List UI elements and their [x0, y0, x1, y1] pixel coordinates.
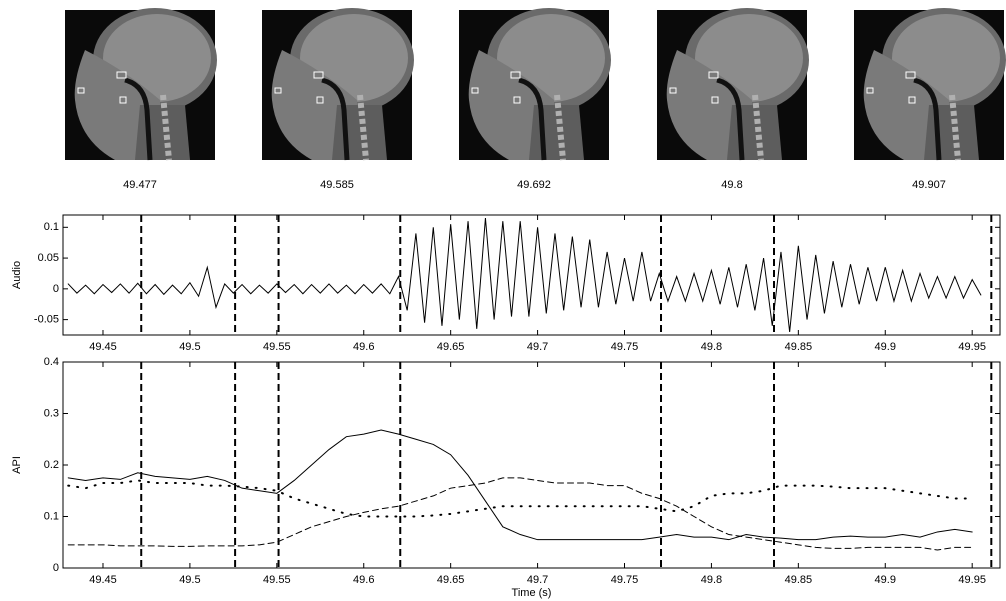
y-tick-label: 0.1: [44, 221, 59, 233]
plot-frame: [63, 215, 1000, 335]
x-tick-label: 49.8: [701, 341, 722, 353]
x-tick-label: 49.45: [89, 341, 117, 353]
x-tick-label: 49.45: [89, 574, 117, 586]
y-tick-label: 0.05: [38, 252, 59, 264]
y-tick-label: 0.3: [44, 407, 59, 419]
x-tick-label: 49.8: [701, 574, 722, 586]
y-axis-label: Audio: [11, 261, 23, 289]
x-tick-label: 49.65: [437, 341, 465, 353]
mri-frame: [459, 8, 611, 160]
frame-time: 49.692: [517, 179, 551, 191]
mri-frame: [854, 8, 1006, 160]
x-tick-label: 49.55: [263, 341, 291, 353]
x-tick-label: 49.7: [527, 341, 548, 353]
x-tick-label: 49.85: [785, 574, 813, 586]
x-tick-label: 49.5: [179, 341, 200, 353]
y-tick-label: 0.1: [44, 510, 59, 522]
y-tick-label: 0: [53, 283, 59, 295]
x-tick-label: 49.95: [958, 574, 986, 586]
x-tick-label: 49.6: [353, 341, 374, 353]
y-tick-label: 0: [53, 562, 59, 574]
series-line: [68, 430, 972, 540]
frame-time: 49.8: [721, 179, 742, 191]
x-tick-label: 49.7: [527, 574, 548, 586]
series-line: [68, 480, 972, 516]
frame-time: 49.907: [912, 179, 946, 191]
series-line: [68, 218, 981, 332]
x-axis-label: Time (s): [512, 587, 552, 599]
x-tick-label: 49.65: [437, 574, 465, 586]
x-tick-label: 49.6: [353, 574, 374, 586]
y-tick-label: 0.4: [44, 356, 59, 368]
x-tick-label: 49.85: [785, 341, 813, 353]
y-axis-label: API: [11, 456, 23, 474]
x-tick-label: 49.95: [958, 341, 986, 353]
mri-frame: [262, 8, 414, 160]
y-tick-label: -0.05: [34, 314, 59, 326]
x-tick-label: 49.9: [875, 574, 896, 586]
x-tick-label: 49.75: [611, 341, 639, 353]
x-tick-label: 49.5: [179, 574, 200, 586]
y-tick-label: 0.2: [44, 459, 59, 471]
mri-frame: [657, 8, 809, 160]
frame-time: 49.585: [320, 179, 354, 191]
x-tick-label: 49.9: [875, 341, 896, 353]
series-line: [68, 478, 972, 550]
x-tick-label: 49.55: [263, 574, 291, 586]
x-tick-label: 49.75: [611, 574, 639, 586]
frame-time: 49.477: [123, 179, 157, 191]
mri-frame: [65, 8, 217, 160]
figure: 49.477 49.585 49.692 49.8 49.907 49.45 49.5 49.…: [0, 0, 1006, 601]
